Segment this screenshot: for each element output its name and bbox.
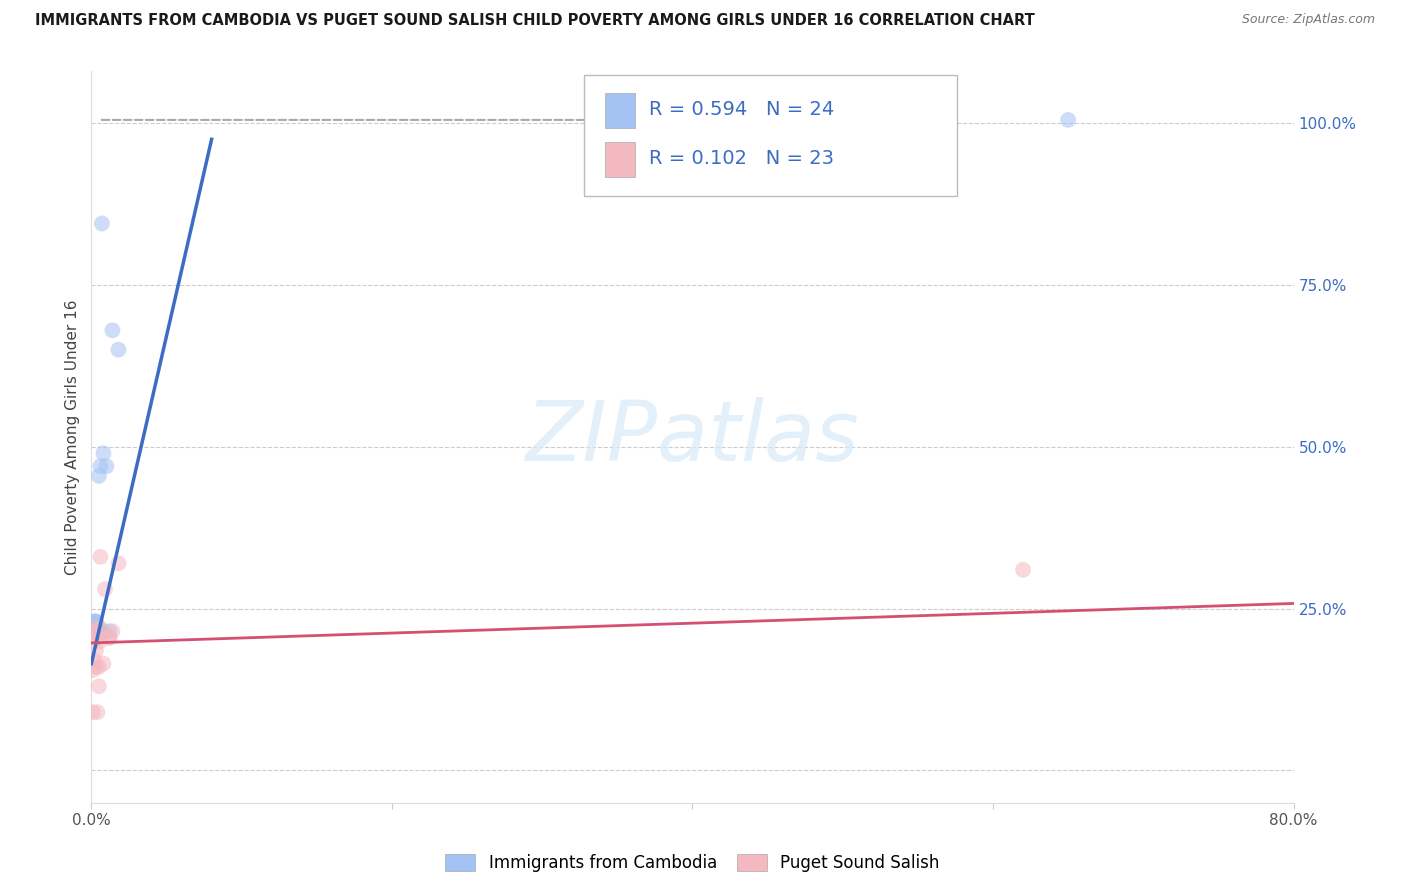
FancyBboxPatch shape <box>605 143 634 178</box>
Point <box>90 217 112 231</box>
Point <box>89 621 111 635</box>
FancyBboxPatch shape <box>585 75 957 195</box>
Point <box>82 621 104 635</box>
Point <box>98 624 121 639</box>
Point <box>96 459 118 474</box>
Point <box>93 657 115 671</box>
Text: IMMIGRANTS FROM CAMBODIA VS PUGET SOUND SALISH CHILD POVERTY AMONG GIRLS UNDER 1: IMMIGRANTS FROM CAMBODIA VS PUGET SOUND … <box>35 13 1035 29</box>
Text: R = 0.594   N = 24: R = 0.594 N = 24 <box>650 100 834 119</box>
Point <box>84 615 107 629</box>
Point <box>82 705 104 719</box>
Point <box>93 624 115 639</box>
Point <box>86 631 108 645</box>
Point <box>87 624 110 639</box>
Point <box>84 660 107 674</box>
Point <box>84 624 107 639</box>
Point <box>87 631 110 645</box>
Point <box>83 615 105 629</box>
Point <box>87 624 110 639</box>
Point <box>87 469 110 483</box>
Point <box>83 653 105 667</box>
Point <box>82 624 104 639</box>
Point <box>84 624 107 639</box>
Point <box>89 459 111 474</box>
Point <box>89 549 111 564</box>
Legend: Immigrants from Cambodia, Puget Sound Salish: Immigrants from Cambodia, Puget Sound Sa… <box>439 847 946 879</box>
Point <box>84 643 107 657</box>
Point <box>86 624 108 639</box>
Point <box>1057 112 1080 127</box>
Point <box>82 624 104 639</box>
Point <box>87 660 110 674</box>
Point <box>83 624 105 639</box>
Point <box>86 705 108 719</box>
Text: Source: ZipAtlas.com: Source: ZipAtlas.com <box>1241 13 1375 27</box>
Point <box>93 446 115 460</box>
Text: ZIPatlas: ZIPatlas <box>526 397 859 477</box>
Point <box>84 624 107 639</box>
Point <box>82 663 104 677</box>
Point <box>82 624 104 639</box>
Point <box>94 582 117 597</box>
Point <box>98 631 121 645</box>
Y-axis label: Child Poverty Among Girls Under 16: Child Poverty Among Girls Under 16 <box>65 300 80 574</box>
Point <box>83 624 105 639</box>
Point <box>101 323 124 337</box>
Point <box>83 615 105 629</box>
Point <box>84 615 107 629</box>
FancyBboxPatch shape <box>605 94 634 128</box>
Point <box>87 679 110 693</box>
Text: R = 0.102   N = 23: R = 0.102 N = 23 <box>650 149 834 168</box>
Point <box>98 631 121 645</box>
Point <box>107 557 129 571</box>
Point <box>107 343 129 357</box>
Point <box>1012 563 1035 577</box>
Point <box>89 634 111 648</box>
Point <box>101 624 124 639</box>
Point <box>89 624 111 639</box>
